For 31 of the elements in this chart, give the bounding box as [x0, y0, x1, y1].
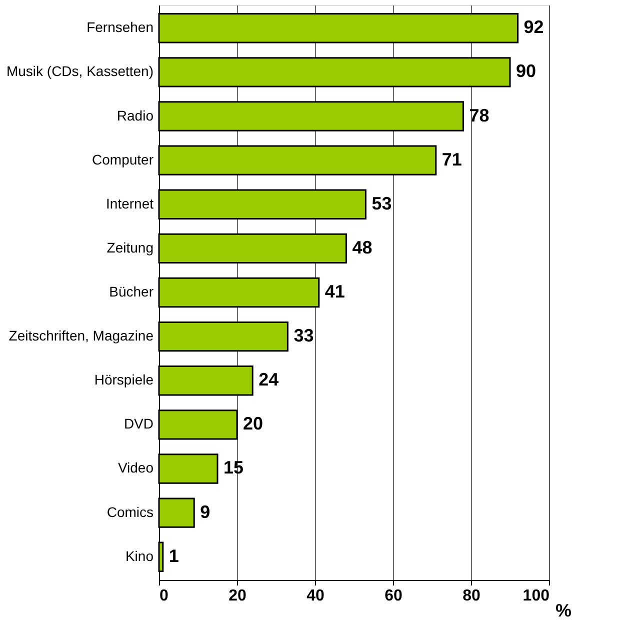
y-tick-label: Video: [118, 460, 154, 476]
y-tick-label: Hörspiele: [94, 372, 154, 388]
data-label: 20: [243, 414, 264, 434]
x-tick-label: 100: [522, 588, 550, 604]
x-tick-label: 80: [462, 588, 480, 604]
y-tick-label: Kino: [125, 548, 154, 564]
data-label: 41: [324, 282, 345, 302]
y-tick-label: Comics: [106, 504, 154, 520]
y-tick-label: Internet: [106, 195, 154, 212]
x-tick-label: 60: [384, 588, 402, 604]
y-tick-label: Radio: [116, 107, 154, 124]
x-axis-title: %: [555, 600, 572, 620]
y-tick-label: Computer: [92, 151, 154, 168]
data-label: 33: [294, 326, 314, 346]
y-tick-label: Fernsehen: [86, 19, 154, 36]
data-label: 24: [258, 370, 279, 390]
data-label: 53: [372, 193, 392, 214]
data-label: 71: [442, 149, 462, 170]
x-tick-label: 40: [306, 588, 324, 604]
data-label: 90: [516, 61, 536, 82]
y-tick-label: DVD: [124, 416, 154, 432]
y-tick-label: Musik (CDs, Kassetten): [6, 63, 154, 80]
data-label: 1: [168, 546, 179, 566]
y-tick-label: Zeitschriften, Magazine: [8, 328, 154, 344]
y-tick-label: Bücher: [109, 284, 154, 300]
data-label: 92: [524, 17, 544, 38]
x-tick-label: 0: [160, 588, 168, 604]
data-label: 48: [352, 237, 372, 258]
data-label: 9: [200, 502, 210, 522]
x-tick-label: 20: [228, 588, 246, 604]
y-tick-label: Zeitung: [106, 239, 154, 256]
